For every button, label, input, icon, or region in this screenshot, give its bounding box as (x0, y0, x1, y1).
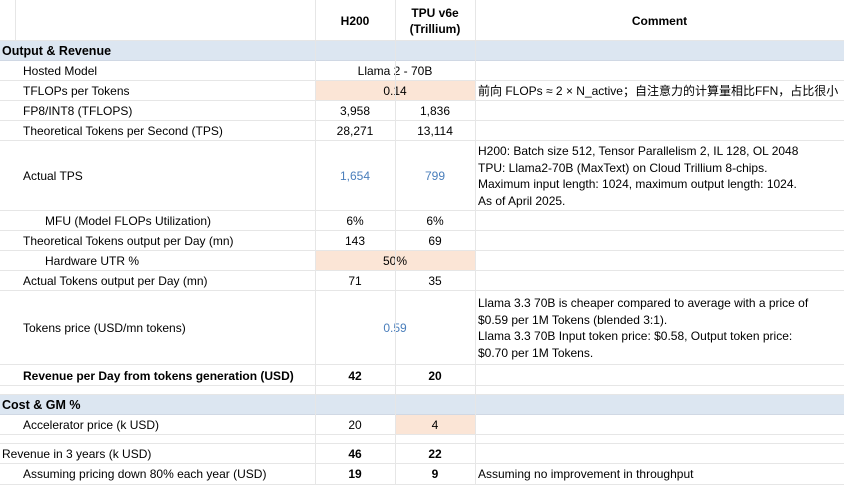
pricing-down-comment[interactable]: Assuming no improvement in throughput (478, 466, 694, 481)
row-label[interactable]: Revenue in 3 years (k USD) (2, 447, 152, 461)
tokens-price-value[interactable]: 0.59 (383, 321, 407, 335)
grid-line (395, 0, 396, 485)
row-label[interactable]: Tokens price (USD/mn tokens) (23, 321, 186, 335)
row-hardware-utr: Hardware UTR % 50% (0, 251, 844, 271)
comment-line: Maximum input length: 1024, maximum outp… (478, 177, 797, 191)
row-tflops-per-token: TFLOPs per Tokens 0.14 前向 FLOPs ≈ 2 × N_… (0, 81, 844, 101)
section-output-revenue: Output & Revenue (0, 41, 844, 61)
comment-line: As of April 2025. (478, 193, 566, 208)
row-label[interactable]: FP8/INT8 (TFLOPS) (23, 104, 133, 118)
fp8-tpu[interactable]: 1,836 (419, 104, 451, 118)
header-row: H200 TPU v6e (Trillium) Comment (0, 0, 844, 41)
pricing-down-tpu[interactable]: 9 (431, 467, 439, 481)
actual-tps-tpu[interactable]: 799 (424, 169, 446, 183)
comment-line: TPU: Llama2-70B (MaxText) on Cloud Trill… (478, 160, 768, 175)
row-actual-output-day: Actual Tokens output per Day (mn) 71 35 (0, 271, 844, 291)
comment-line: Llama 3.3 70B Input token price: $0.58, … (478, 329, 793, 343)
section-title[interactable]: Cost & GM % (2, 398, 81, 412)
header-h200[interactable]: H200 (340, 13, 370, 28)
fp8-h200[interactable]: 3,958 (339, 104, 371, 118)
tflops-comment[interactable]: 前向 FLOPs ≈ 2 × N_active；自注意力的计算量相比FFN，占比… (478, 83, 839, 98)
row-theoretical-tps: Theoretical Tokens per Second (TPS) 28,2… (0, 121, 844, 141)
row-revenue-3y: Revenue in 3 years (k USD) 46 22 (0, 444, 844, 464)
comment-line: Llama 3.3 70B is cheaper compared to ave… (478, 296, 809, 310)
actual-output-tpu[interactable]: 35 (428, 274, 442, 288)
mfu-h200[interactable]: 6% (346, 214, 364, 228)
row-theoretical-output-day: Theoretical Tokens output per Day (mn) 1… (0, 231, 844, 251)
actual-tps-h200[interactable]: 1,654 (339, 169, 371, 183)
row-label[interactable]: Theoretical Tokens per Second (TPS) (23, 124, 223, 138)
revenue-3y-tpu[interactable]: 22 (428, 447, 442, 461)
mfu-tpu[interactable]: 6% (426, 214, 444, 228)
comment-line: $0.59 per 1M Tokens (blended 3:1). (478, 312, 668, 327)
row-label[interactable]: Actual TPS (23, 169, 83, 183)
grid-line (315, 0, 316, 485)
header-comment[interactable]: Comment (631, 13, 688, 28)
theoretical-output-tpu[interactable]: 69 (428, 234, 442, 248)
header-tpu[interactable]: TPU v6e (Trillium) (395, 0, 475, 41)
row-label[interactable]: Hosted Model (23, 64, 98, 78)
row-tokens-price: Tokens price (USD/mn tokens) 0.59 Llama … (0, 291, 844, 365)
row-revenue-day: Revenue per Day from tokens generation (… (0, 365, 844, 386)
grid-line (15, 0, 16, 41)
theoretical-output-h200[interactable]: 143 (344, 234, 366, 248)
row-actual-tps: Actual TPS 1,654 799 H200: Batch size 51… (0, 141, 844, 211)
row-blank (0, 435, 844, 444)
row-label[interactable]: Actual Tokens output per Day (mn) (23, 274, 208, 288)
comment-line: $0.70 per 1M Tokens. (478, 345, 594, 360)
row-label[interactable]: MFU (Model FLOPs Utilization) (45, 214, 212, 228)
row-label[interactable]: Revenue per Day from tokens generation (… (23, 368, 294, 383)
actual-tps-comment[interactable]: H200: Batch size 512, Tensor Parallelism… (475, 141, 844, 211)
theoretical-tps-tpu[interactable]: 13,114 (417, 124, 453, 138)
section-title[interactable]: Output & Revenue (2, 44, 112, 58)
row-label[interactable]: Assuming pricing down 80% each year (USD… (23, 467, 267, 481)
actual-output-h200[interactable]: 71 (348, 274, 362, 288)
row-pricing-down: Assuming pricing down 80% each year (USD… (0, 464, 844, 485)
accelerator-price-h200[interactable]: 20 (348, 418, 362, 432)
header-tpu-line2: (Trillium) (409, 21, 461, 36)
accelerator-price-tpu[interactable]: 4 (395, 415, 475, 434)
comment-line: H200: Batch size 512, Tensor Parallelism… (478, 144, 799, 158)
theoretical-tps-h200[interactable]: 28,271 (336, 124, 374, 138)
row-accelerator-price: Accelerator price (k USD) 20 4 (0, 415, 844, 435)
header-tpu-line1: TPU v6e (411, 5, 459, 20)
tokens-price-comment[interactable]: Llama 3.3 70B is cheaper compared to ave… (475, 291, 844, 365)
row-label[interactable]: Hardware UTR % (45, 254, 140, 268)
row-blank (0, 386, 844, 395)
grid-line (475, 0, 476, 485)
row-label[interactable]: Theoretical Tokens output per Day (mn) (23, 234, 234, 248)
row-label[interactable]: Accelerator price (k USD) (23, 418, 160, 432)
pricing-down-h200[interactable]: 19 (348, 467, 362, 481)
row-mfu: MFU (Model FLOPs Utilization) 6% 6% (0, 211, 844, 231)
section-cost-gm: Cost & GM % (0, 395, 844, 415)
revenue-day-h200[interactable]: 42 (348, 368, 362, 383)
row-fp8: FP8/INT8 (TFLOPS) 3,958 1,836 (0, 101, 844, 121)
row-hosted-model: Hosted Model Llama 2 - 70B (0, 61, 844, 81)
revenue-day-tpu[interactable]: 20 (428, 368, 442, 383)
row-label[interactable]: TFLOPs per Tokens (23, 84, 130, 98)
revenue-3y-h200[interactable]: 46 (348, 447, 362, 461)
